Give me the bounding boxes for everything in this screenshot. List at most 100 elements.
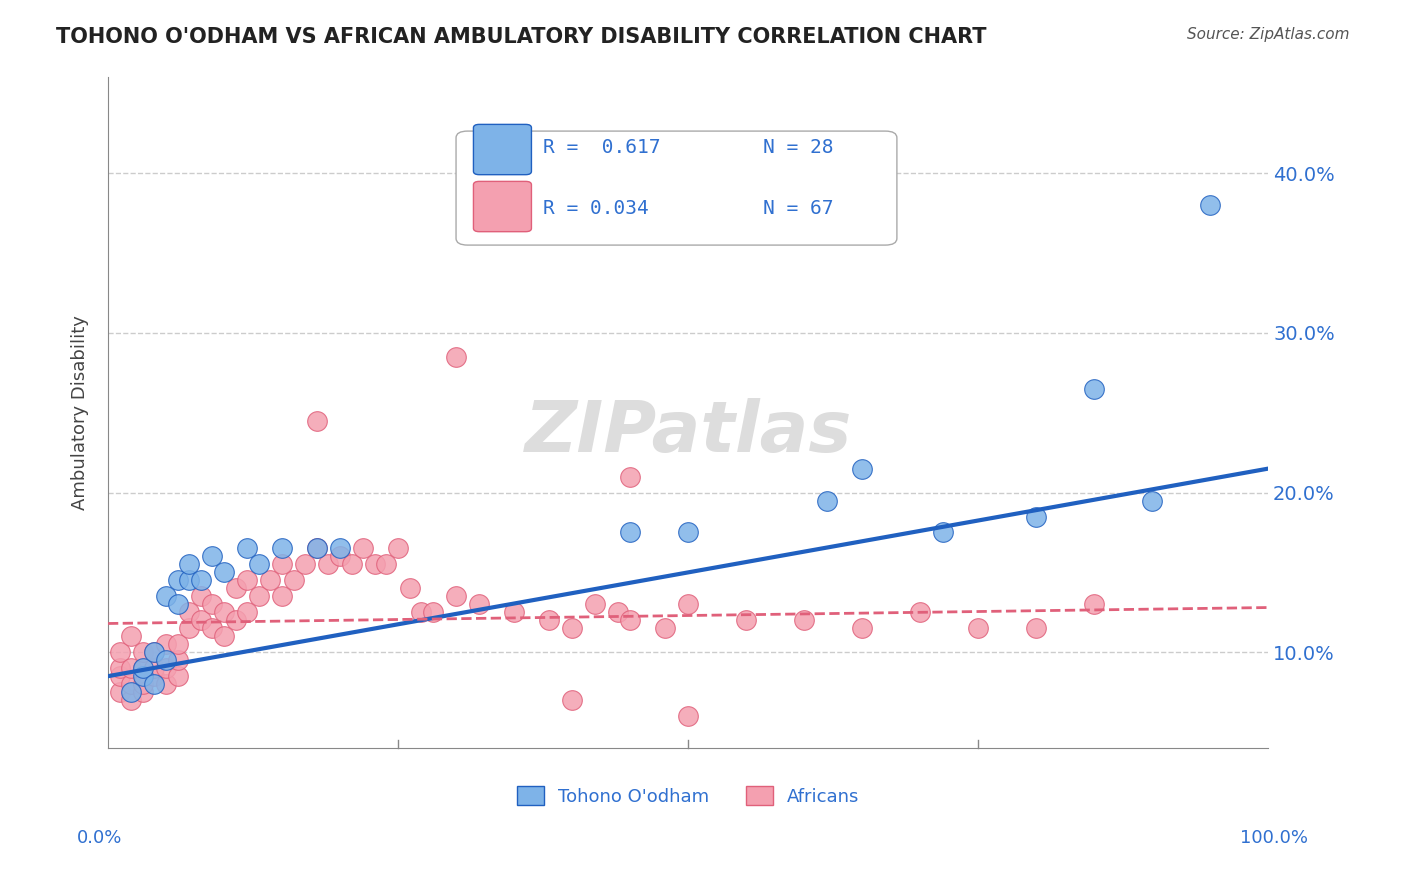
Point [676, 598, 699, 612]
Point [387, 541, 409, 556]
Point [143, 645, 166, 659]
Point [132, 685, 155, 699]
Point [1199, 198, 1222, 212]
Text: N = 67: N = 67 [763, 199, 834, 218]
Point [155, 637, 177, 651]
Point [305, 541, 328, 556]
Point [201, 549, 224, 564]
Point [1140, 493, 1163, 508]
Point [132, 677, 155, 691]
Point [1083, 382, 1105, 396]
Point [283, 574, 305, 588]
Point [212, 566, 235, 580]
Y-axis label: Ambulatory Disability: Ambulatory Disability [72, 315, 89, 510]
Point [236, 605, 259, 619]
Point [676, 709, 699, 723]
Point [619, 469, 641, 483]
Legend: Tohono O'odham, Africans: Tohono O'odham, Africans [509, 779, 866, 813]
Point [132, 661, 155, 675]
Point [155, 677, 177, 691]
Point [305, 541, 328, 556]
FancyBboxPatch shape [474, 124, 531, 175]
Point [108, 661, 131, 675]
Point [654, 621, 676, 635]
Text: 100.0%: 100.0% [1240, 829, 1308, 847]
Point [1083, 598, 1105, 612]
Point [318, 558, 340, 572]
Point [201, 598, 224, 612]
Text: R = 0.034: R = 0.034 [543, 199, 648, 218]
Point [676, 525, 699, 540]
Point [120, 677, 142, 691]
Point [179, 621, 201, 635]
Point [375, 558, 398, 572]
Point [247, 590, 270, 604]
Point [364, 558, 387, 572]
Point [422, 605, 444, 619]
Point [537, 613, 560, 627]
Point [120, 693, 142, 707]
Point [607, 605, 630, 619]
Point [143, 661, 166, 675]
Point [190, 574, 212, 588]
Point [398, 582, 420, 596]
Point [201, 621, 224, 635]
Point [179, 605, 201, 619]
Point [503, 605, 526, 619]
Point [1025, 621, 1047, 635]
Point [271, 590, 294, 604]
Point [212, 605, 235, 619]
Point [444, 350, 467, 364]
Point [851, 461, 873, 475]
Point [583, 598, 606, 612]
Text: TOHONO O'ODHAM VS AFRICAN AMBULATORY DISABILITY CORRELATION CHART: TOHONO O'ODHAM VS AFRICAN AMBULATORY DIS… [56, 27, 987, 46]
Point [561, 693, 583, 707]
Point [132, 669, 155, 683]
Point [155, 653, 177, 667]
Point [468, 598, 491, 612]
Point [619, 525, 641, 540]
Point [411, 605, 433, 619]
Point [561, 621, 583, 635]
Point [166, 669, 188, 683]
Point [132, 661, 155, 675]
Text: 0.0%: 0.0% [77, 829, 122, 847]
Point [236, 541, 259, 556]
Point [305, 414, 328, 428]
Point [132, 645, 155, 659]
Point [236, 574, 259, 588]
Text: N = 28: N = 28 [763, 138, 834, 157]
Point [190, 613, 212, 627]
Point [166, 653, 188, 667]
Point [247, 558, 270, 572]
Point [793, 613, 815, 627]
Point [155, 590, 177, 604]
Point [143, 669, 166, 683]
FancyBboxPatch shape [474, 181, 531, 232]
Point [143, 645, 166, 659]
Point [166, 637, 188, 651]
Point [120, 685, 142, 699]
Point [225, 613, 247, 627]
Point [851, 621, 873, 635]
Text: R =  0.617: R = 0.617 [543, 138, 661, 157]
Point [329, 549, 352, 564]
Point [1025, 509, 1047, 524]
Point [619, 613, 641, 627]
Point [735, 613, 758, 627]
Point [815, 493, 838, 508]
Point [120, 661, 142, 675]
Text: Source: ZipAtlas.com: Source: ZipAtlas.com [1187, 27, 1350, 42]
Point [212, 629, 235, 643]
Point [444, 590, 467, 604]
Point [259, 574, 281, 588]
Point [155, 661, 177, 675]
Point [108, 645, 131, 659]
Point [340, 558, 363, 572]
Point [120, 629, 142, 643]
Point [190, 590, 212, 604]
Point [225, 582, 247, 596]
Point [271, 558, 294, 572]
Point [143, 677, 166, 691]
Point [179, 558, 201, 572]
